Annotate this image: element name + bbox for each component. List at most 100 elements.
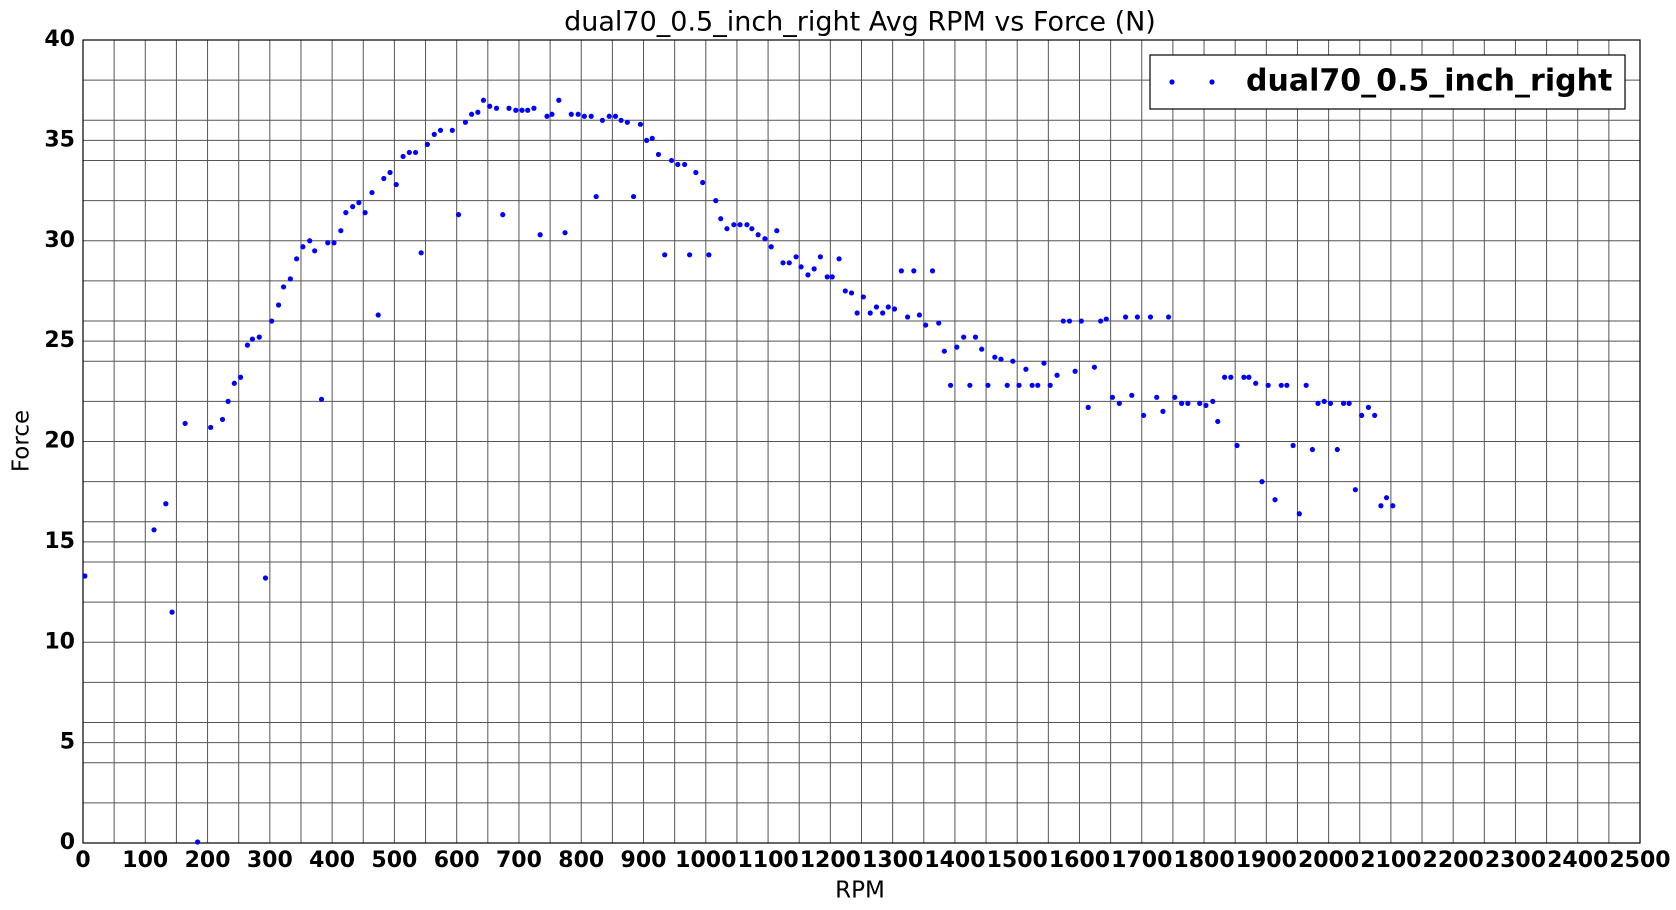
y-tick-label: 35 bbox=[44, 127, 75, 152]
point bbox=[780, 260, 786, 266]
x-tick-label: 1200 bbox=[800, 848, 861, 873]
point bbox=[375, 312, 381, 318]
point bbox=[519, 107, 525, 113]
point bbox=[798, 264, 804, 270]
point bbox=[929, 268, 936, 274]
point bbox=[1346, 400, 1352, 406]
point bbox=[885, 304, 891, 310]
point bbox=[1023, 366, 1029, 372]
point bbox=[562, 230, 568, 236]
point bbox=[194, 839, 201, 845]
point bbox=[568, 111, 574, 117]
point bbox=[1054, 372, 1060, 378]
point bbox=[811, 266, 817, 272]
point bbox=[693, 169, 699, 176]
point bbox=[786, 260, 792, 266]
point bbox=[1352, 487, 1358, 493]
point bbox=[662, 252, 668, 258]
point bbox=[1378, 503, 1384, 509]
point bbox=[675, 161, 681, 168]
point bbox=[998, 356, 1004, 362]
point bbox=[500, 212, 506, 218]
point bbox=[549, 111, 555, 117]
x-tick-label: 1400 bbox=[924, 848, 985, 873]
point bbox=[350, 204, 356, 210]
point bbox=[713, 198, 719, 204]
point bbox=[911, 268, 917, 274]
point bbox=[307, 238, 313, 244]
point bbox=[424, 141, 431, 147]
point bbox=[630, 193, 637, 200]
x-axis-label: RPM bbox=[835, 878, 885, 904]
point bbox=[1029, 382, 1035, 388]
point bbox=[1303, 382, 1309, 388]
point bbox=[593, 193, 599, 200]
point bbox=[1129, 392, 1135, 398]
plot-frame bbox=[82, 39, 1641, 844]
point bbox=[682, 161, 688, 168]
point bbox=[624, 119, 630, 125]
x-tick-label: 700 bbox=[496, 848, 542, 873]
point bbox=[860, 294, 866, 300]
point bbox=[867, 310, 873, 316]
legend-box bbox=[1149, 54, 1626, 110]
x-tick-label: 400 bbox=[309, 848, 355, 873]
x-tick-label: 2200 bbox=[1423, 848, 1484, 873]
point bbox=[1122, 314, 1129, 320]
point bbox=[300, 244, 306, 250]
point bbox=[687, 252, 693, 258]
x-tick-label: 2300 bbox=[1485, 848, 1546, 873]
point bbox=[381, 175, 387, 182]
point bbox=[1085, 404, 1091, 410]
point bbox=[1365, 404, 1372, 410]
y-tick-label: 25 bbox=[44, 328, 75, 353]
x-tick-label: 500 bbox=[371, 848, 417, 873]
point bbox=[318, 396, 325, 402]
point bbox=[151, 527, 157, 533]
point bbox=[1179, 400, 1185, 406]
point bbox=[824, 274, 830, 280]
point bbox=[1072, 368, 1078, 374]
point bbox=[1091, 364, 1098, 370]
point bbox=[449, 127, 455, 133]
point bbox=[82, 573, 88, 579]
point bbox=[1066, 318, 1073, 324]
x-tick-label: 1900 bbox=[1236, 848, 1297, 873]
point bbox=[1359, 412, 1365, 419]
point bbox=[406, 149, 412, 156]
point bbox=[1234, 442, 1240, 449]
x-tick-label: 900 bbox=[621, 848, 667, 873]
legend-marker bbox=[1209, 79, 1215, 85]
x-tick-label: 2100 bbox=[1360, 848, 1421, 873]
point bbox=[1160, 408, 1166, 414]
point bbox=[805, 272, 811, 278]
point bbox=[1060, 318, 1066, 324]
point bbox=[941, 348, 947, 354]
point bbox=[774, 228, 780, 234]
y-tick-label: 15 bbox=[44, 529, 75, 554]
point bbox=[1390, 503, 1396, 509]
point bbox=[1327, 400, 1334, 406]
y-tick-label: 40 bbox=[44, 27, 75, 52]
y-axis-label: Force bbox=[9, 410, 35, 472]
point bbox=[275, 302, 282, 308]
point bbox=[744, 222, 750, 228]
point bbox=[1203, 402, 1209, 408]
point bbox=[581, 113, 587, 119]
point bbox=[1290, 442, 1296, 449]
x-tick-label: 1300 bbox=[862, 848, 923, 873]
point bbox=[755, 232, 761, 238]
point bbox=[588, 113, 594, 119]
point bbox=[400, 153, 406, 160]
legend-label: dual70_0.5_inch_right bbox=[1246, 64, 1612, 99]
point bbox=[718, 216, 724, 222]
point bbox=[325, 240, 331, 246]
point bbox=[1215, 418, 1221, 425]
point bbox=[967, 382, 973, 388]
point bbox=[1296, 511, 1302, 517]
point bbox=[312, 248, 318, 254]
point bbox=[469, 111, 475, 117]
point bbox=[618, 117, 624, 123]
x-tick-label: 800 bbox=[558, 848, 604, 873]
point bbox=[1116, 400, 1122, 406]
